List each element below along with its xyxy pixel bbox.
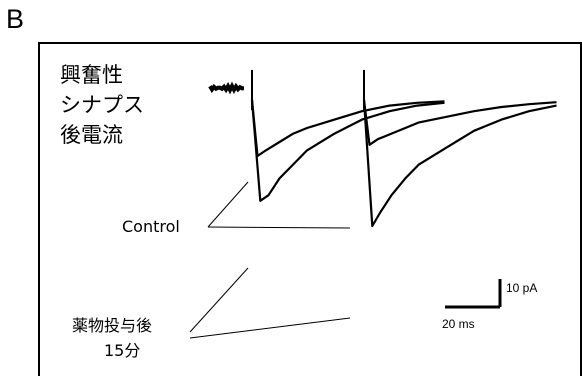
figure-frame <box>38 42 582 376</box>
drug-label-line1: 薬物投与後 <box>72 316 152 335</box>
trace-drug-sweep-1 <box>250 99 445 202</box>
trace-drug-sweep-2 <box>362 99 557 228</box>
title-line-2: シナプス <box>60 93 144 117</box>
control-pointer-1 <box>207 181 249 228</box>
drug-label-line2: 15分 <box>104 341 140 360</box>
trace-control-sweep-2 <box>362 99 557 146</box>
control-label: Control <box>122 217 180 236</box>
scale-bar-current-label: 10 pA <box>506 281 537 295</box>
control-pointer-2 <box>207 226 351 229</box>
trace-group <box>208 70 557 228</box>
scale-bar-time-label: 20 ms <box>442 317 475 331</box>
pre-stimulus-baseline <box>208 81 245 95</box>
scale-bar: 10 pA 20 ms <box>442 279 537 331</box>
trace-control-sweep-1 <box>250 99 445 158</box>
panel-letter: B <box>6 4 25 34</box>
title-line-1: 興奮性 <box>60 63 123 87</box>
title-line-3: 後電流 <box>60 123 123 147</box>
drug-pointer-1 <box>189 267 249 333</box>
drug-pointer-2 <box>189 317 351 339</box>
